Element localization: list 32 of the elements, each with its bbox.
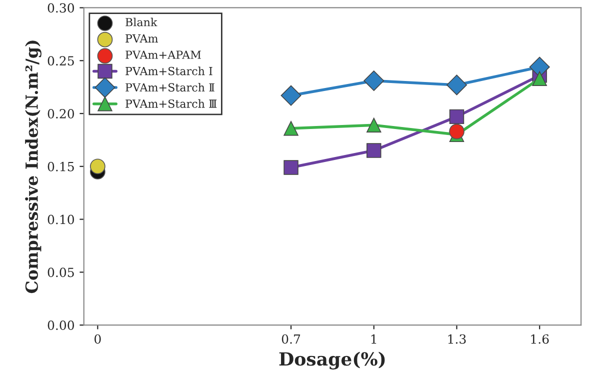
point — [364, 70, 384, 91]
point — [284, 120, 298, 136]
y-tick-label: 0.00 — [48, 320, 74, 330]
point — [284, 160, 298, 175]
x-tick-label: 1 — [371, 334, 376, 344]
y-tick-label: 0.25 — [48, 56, 74, 66]
legend-label: PVAm+Starch Ⅲ — [126, 99, 217, 108]
legend-label: Blank — [126, 18, 158, 26]
point — [532, 71, 547, 86]
legend-label: PVAm+Starch Ⅱ — [126, 82, 214, 92]
point — [449, 109, 464, 124]
x-tick-label: 1.3 — [448, 334, 466, 344]
y-axis-title: Compressive Index(N.m²/g) — [25, 40, 42, 294]
point — [280, 85, 302, 106]
x-tick-label: 0 — [94, 334, 101, 344]
point — [366, 118, 382, 133]
y-tick-label: 0.20 — [48, 108, 74, 118]
x-tick-label: 0.7 — [282, 334, 300, 344]
y-tick-label: 0.30 — [48, 3, 74, 13]
legend-label: PVAm+Starch Ⅰ — [126, 66, 212, 76]
point — [90, 158, 106, 174]
legend-label: PVAm+APAM — [126, 50, 201, 59]
x-axis-title: Dosage(%) — [279, 352, 385, 370]
point — [449, 124, 464, 140]
point — [366, 143, 382, 158]
point — [446, 74, 467, 96]
y-tick-label: 0.10 — [48, 214, 74, 224]
y-tick-label: 0.05 — [48, 268, 74, 278]
legend-label: PVAm — [126, 34, 158, 42]
point — [529, 56, 550, 78]
x-tick-label: 1.6 — [531, 334, 549, 344]
y-tick-label: 0.15 — [48, 162, 74, 172]
